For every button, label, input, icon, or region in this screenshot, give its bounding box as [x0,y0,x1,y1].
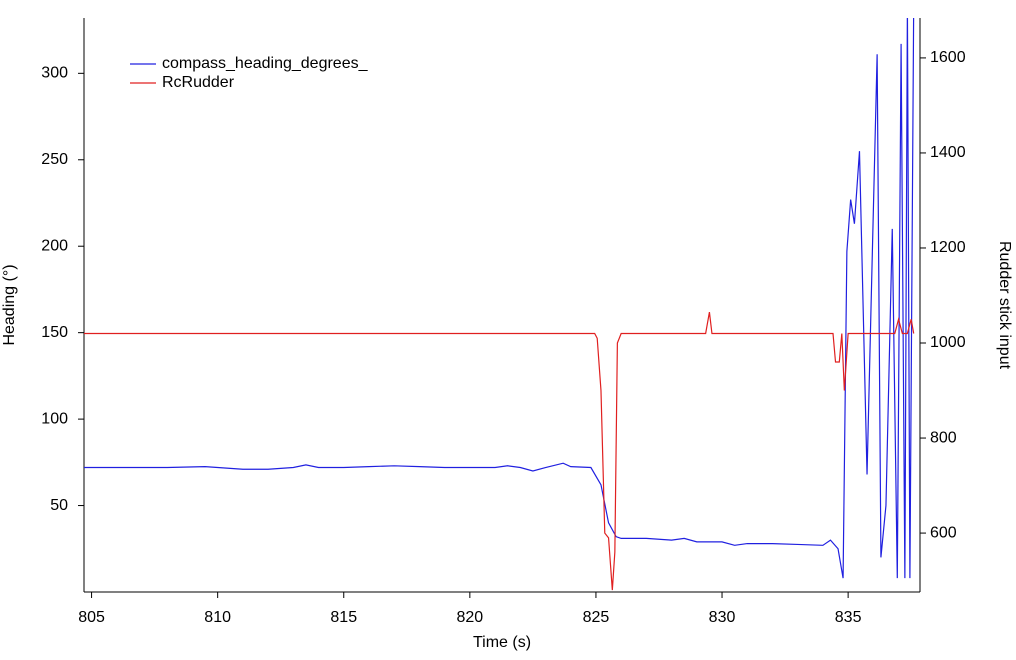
y-tick-label: 150 [41,324,68,341]
y2-tick-label: 1400 [930,144,966,161]
y-tick-label: 50 [50,497,68,514]
plot-area [84,18,915,591]
y-tick-label: 250 [41,151,68,168]
x-tick-label: 825 [583,609,610,626]
series-line [84,312,915,591]
y2-tick-label: 800 [930,429,957,446]
y2-tick-label: 1600 [930,49,966,66]
y2-axis-label: Rudder stick input [996,241,1013,370]
series-line [84,18,915,579]
x-tick-label: 805 [78,609,105,626]
y-tick-label: 300 [41,65,68,82]
x-tick-label: 830 [709,609,736,626]
y-axis-label: Heading (°) [1,264,18,345]
legend-label: RcRudder [162,74,235,91]
y2-tick-label: 1200 [930,239,966,256]
x-tick-label: 835 [835,609,862,626]
x-tick-label: 820 [456,609,483,626]
x-axis-label: Time (s) [473,634,531,651]
y-tick-label: 100 [41,410,68,427]
x-tick-label: 815 [330,609,357,626]
y2-tick-label: 1000 [930,334,966,351]
y2-tick-label: 600 [930,524,957,541]
y-tick-label: 200 [41,237,68,254]
x-tick-label: 810 [204,609,231,626]
legend-label: compass_heading_degrees_ [162,55,369,72]
